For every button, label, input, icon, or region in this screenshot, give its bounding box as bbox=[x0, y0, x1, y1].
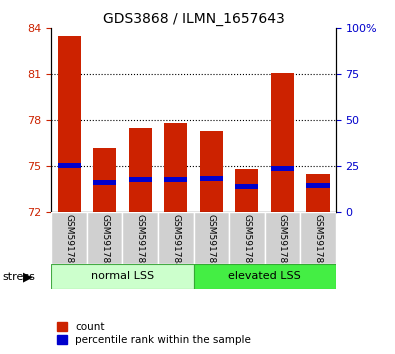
Bar bbox=[164, 123, 187, 212]
Bar bbox=[200, 176, 223, 181]
Bar bbox=[235, 184, 258, 189]
FancyBboxPatch shape bbox=[122, 212, 158, 264]
Text: GSM591782: GSM591782 bbox=[100, 214, 109, 269]
FancyBboxPatch shape bbox=[300, 212, 336, 264]
Title: GDS3868 / ILMN_1657643: GDS3868 / ILMN_1657643 bbox=[103, 12, 284, 26]
Bar bbox=[58, 163, 81, 168]
Text: elevated LSS: elevated LSS bbox=[228, 271, 301, 281]
Bar bbox=[271, 166, 294, 171]
Legend: count, percentile rank within the sample: count, percentile rank within the sample bbox=[56, 322, 251, 345]
Bar bbox=[200, 131, 223, 212]
Bar bbox=[58, 36, 81, 212]
Bar bbox=[93, 148, 116, 212]
FancyBboxPatch shape bbox=[194, 264, 336, 289]
FancyBboxPatch shape bbox=[158, 212, 194, 264]
Text: GSM591783: GSM591783 bbox=[136, 214, 145, 269]
Text: stress: stress bbox=[2, 272, 35, 282]
Bar bbox=[307, 174, 329, 212]
Bar bbox=[307, 183, 329, 188]
Bar bbox=[129, 128, 152, 212]
FancyBboxPatch shape bbox=[194, 212, 229, 264]
Bar bbox=[129, 177, 152, 182]
Bar bbox=[164, 177, 187, 182]
Text: GSM591784: GSM591784 bbox=[171, 214, 180, 269]
Text: normal LSS: normal LSS bbox=[91, 271, 154, 281]
Text: GSM591787: GSM591787 bbox=[278, 214, 287, 269]
FancyBboxPatch shape bbox=[51, 212, 87, 264]
Bar bbox=[235, 170, 258, 212]
Text: GSM591788: GSM591788 bbox=[314, 214, 322, 269]
Text: GSM591781: GSM591781 bbox=[65, 214, 73, 269]
Bar bbox=[93, 180, 116, 185]
FancyBboxPatch shape bbox=[87, 212, 122, 264]
FancyBboxPatch shape bbox=[51, 264, 194, 289]
Text: ▶: ▶ bbox=[23, 270, 32, 283]
Bar bbox=[271, 73, 294, 212]
FancyBboxPatch shape bbox=[229, 212, 265, 264]
Text: GSM591785: GSM591785 bbox=[207, 214, 216, 269]
FancyBboxPatch shape bbox=[265, 212, 300, 264]
Text: GSM591786: GSM591786 bbox=[243, 214, 251, 269]
